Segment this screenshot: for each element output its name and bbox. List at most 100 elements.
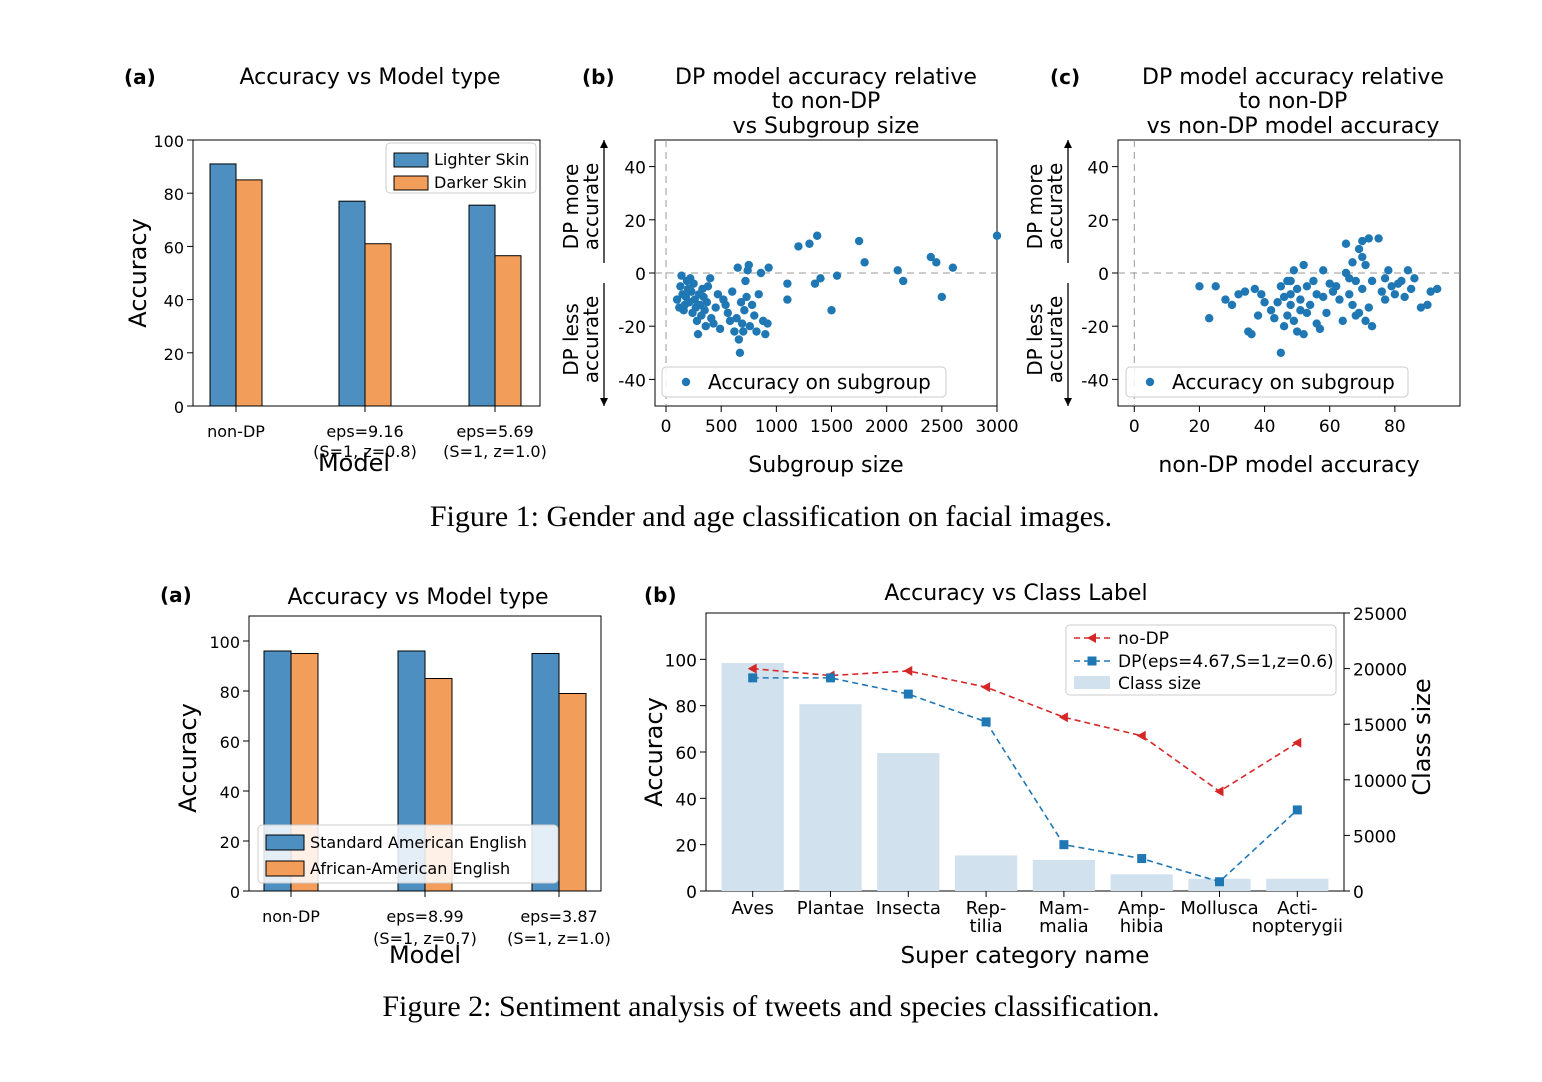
fig1a-title: Accuracy vs Model type <box>239 65 500 90</box>
fig1c-point-6 <box>1240 287 1250 296</box>
fig2b-y2tick-label: 20000 <box>1353 661 1407 681</box>
fig2b-line-1 <box>752 677 1298 883</box>
fig2b-y2tick-label: 0 <box>1353 883 1364 903</box>
figure1-caption: Figure 1: Gender and age classification … <box>429 500 1113 533</box>
fig2b-xtick-label: Amp- <box>1118 898 1166 919</box>
fig1c-point-25 <box>1289 316 1299 326</box>
fig1c-point-31 <box>1299 329 1308 339</box>
fig1a-ytick-label: 60 <box>164 238 184 257</box>
fig2b-class-bar-0 <box>721 663 784 891</box>
fig1b-point-49 <box>742 292 751 302</box>
fig1b-title-line1: DP model accuracy relative <box>675 65 977 90</box>
fig1c-ytick-label: 0 <box>1098 265 1109 285</box>
fig1b-point-33 <box>715 324 725 334</box>
figure-canvas: (a) Accuracy vs Model type (b) DP model … <box>124 65 1461 969</box>
fig1a-xlabel: Model <box>318 449 390 477</box>
fig1b-point-31 <box>711 303 720 312</box>
fig1b-point-64 <box>794 242 803 251</box>
fig1b-legend-marker <box>681 377 691 387</box>
fig1b-ytick-label: 40 <box>624 159 646 179</box>
fig1b-point-36 <box>723 308 733 318</box>
fig1a-ytick-label: 80 <box>164 185 184 204</box>
fig2b-marker-1-2 <box>903 689 913 699</box>
fig1c-xtick-label: 80 <box>1384 417 1406 437</box>
fig1b-point-53 <box>747 300 757 310</box>
fig1a-ytick-label: 20 <box>164 345 184 364</box>
fig1c-point-40 <box>1319 292 1328 302</box>
fig1b-point-54 <box>750 311 759 320</box>
fig1b-point-39 <box>730 327 739 336</box>
fig1b-point-12 <box>687 287 696 296</box>
fig2a-xlabel: Model <box>389 941 461 969</box>
fig1c-point-43 <box>1325 279 1334 288</box>
fig1c-point-71 <box>1384 266 1393 275</box>
fig2b-marker-1-4 <box>1059 840 1069 850</box>
fig1c-title-line2: to non-DP <box>1239 89 1348 114</box>
fig1a-ylabel: Accuracy <box>124 218 152 328</box>
fig2b-xlabel: Super category name <box>901 943 1150 969</box>
fig1c-point-70 <box>1380 295 1390 304</box>
fig1c-point-59 <box>1358 284 1367 294</box>
fig1b-legend-label: Accuracy on subgroup <box>708 370 931 394</box>
fig1b-point-70 <box>832 271 842 280</box>
fig2b-ytick-label: 100 <box>665 651 697 671</box>
fig2a-legend-swatch-1 <box>265 860 305 877</box>
fig1b-title-line2: to non-DP <box>772 89 881 114</box>
fig1c-point-26 <box>1289 266 1299 275</box>
fig1b-point-67 <box>812 231 822 240</box>
fig1c-ytick-label: 20 <box>1087 212 1109 232</box>
fig2b-marker-1-7 <box>1292 805 1302 815</box>
fig2a-ytick-label: 100 <box>209 633 240 652</box>
fig1c-point-27 <box>1292 284 1302 294</box>
fig2b-class-bar-5 <box>1110 874 1173 891</box>
fig2a-legend-label-1: African-American English <box>310 859 510 878</box>
fig2a-xtick-label: eps=3.87 <box>520 907 597 926</box>
fig1c-point-73 <box>1390 290 1400 299</box>
fig1b-point-28 <box>705 274 715 283</box>
fig1c-tag: (c) <box>1050 65 1080 89</box>
fig1b-point-18 <box>693 329 703 339</box>
fig1b-xtick-label: 500 <box>705 417 737 437</box>
fig1c-point-83 <box>1433 284 1442 294</box>
fig1c-point-67 <box>1374 234 1383 243</box>
fig1c-point-82 <box>1426 287 1435 296</box>
fig2a-legend-label-0: Standard American English <box>310 833 527 852</box>
fig1b-ytick-label: -20 <box>618 318 646 338</box>
fig1c-arrow-down-head <box>1064 398 1072 406</box>
fig1c-point-62 <box>1361 260 1370 270</box>
fig1b-point-38 <box>728 287 737 296</box>
fig1b-point-63 <box>783 295 792 304</box>
fig1b-point-32 <box>713 290 723 299</box>
fig1c-xtick-label: 60 <box>1319 417 1341 437</box>
fig1c-point-2 <box>1211 282 1220 291</box>
fig1c-ytick-label: -20 <box>1081 318 1109 338</box>
fig1c-point-46 <box>1335 295 1344 304</box>
fig2b-ytick-label: 40 <box>675 790 697 810</box>
fig2b-xtick-label: tilia <box>970 916 1003 937</box>
fig1b-point-57 <box>756 268 766 278</box>
fig2b-legend-box <box>1065 624 1337 696</box>
fig1c-down-ylabel: DP less <box>1023 303 1047 376</box>
fig1c-xtick-label: 20 <box>1189 417 1211 437</box>
fig1b-point-69 <box>827 306 836 315</box>
fig2a-xtick-label: non-DP <box>262 907 320 926</box>
fig1c-point-28 <box>1292 327 1302 336</box>
fig1b-point-73 <box>893 266 902 275</box>
fig1b-point-30 <box>709 319 718 328</box>
fig1c-point-64 <box>1364 234 1374 243</box>
fig1c-point-50 <box>1345 274 1354 283</box>
fig1c-point-51 <box>1345 290 1354 299</box>
fig2b-y2tick-label: 10000 <box>1353 772 1407 792</box>
fig1c-up-ylabel: DP more <box>1023 164 1047 250</box>
fig1c-title-line3: vs non-DP model accuracy <box>1147 114 1440 139</box>
fig1b-point-26 <box>702 298 712 307</box>
fig1c-point-63 <box>1364 303 1374 312</box>
fig2b-legend-swatch-2 <box>1074 676 1110 689</box>
fig1c-point-65 <box>1367 322 1377 331</box>
fig1c-point-80 <box>1416 303 1426 312</box>
fig1b-down-ylabel: DP less <box>559 303 583 376</box>
fig1b-ytick-label: 20 <box>624 212 646 232</box>
fig2b-ylabel: Accuracy <box>640 697 668 807</box>
fig1c-point-56 <box>1354 244 1364 254</box>
fig1c-point-52 <box>1348 300 1357 310</box>
